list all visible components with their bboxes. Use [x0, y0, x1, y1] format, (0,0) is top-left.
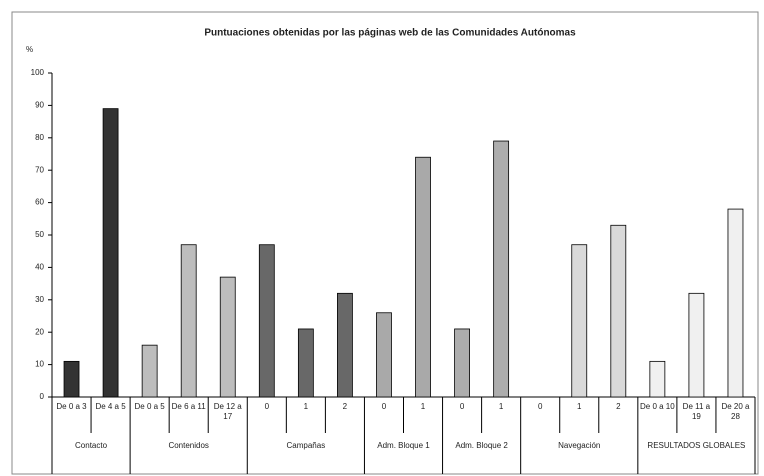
bar — [102, 108, 119, 398]
y-tick-label: 40 — [35, 263, 44, 272]
group-label-box: Adm. Bloque 1 — [377, 441, 430, 450]
x-tick-label: De 4 a 5 — [95, 402, 126, 411]
x-tick-label: De 0 a 10 — [640, 402, 675, 411]
x-tick-label: 0 — [381, 402, 387, 411]
bar — [454, 328, 470, 398]
x-tick-label-box: De 11 a 19 — [682, 402, 711, 421]
group-label-box: Contacto — [75, 441, 108, 450]
x-tick-label-box: 0 — [459, 402, 465, 411]
group-label-box: RESULTADOS GLOBALES — [647, 441, 746, 450]
bar — [415, 156, 431, 398]
bar — [727, 208, 744, 398]
x-tick-label-box: De 20 a 28 — [721, 402, 750, 421]
x-tick-label: De 0 a 3 — [56, 402, 87, 411]
group-label-box: Adm. Bloque 2 — [455, 441, 508, 450]
bar — [337, 292, 353, 398]
x-tick-label-box: 0 — [381, 402, 387, 411]
group-label: Campañas — [286, 441, 326, 450]
bar — [688, 292, 705, 398]
x-tick-label-box: 2 — [616, 402, 621, 411]
y-tick-label: 70 — [35, 165, 44, 174]
x-tick-label: 2 — [616, 402, 621, 411]
x-tick-label-box: De 4 a 5 — [95, 402, 126, 411]
x-tick-label-box: 0 — [264, 402, 270, 411]
x-tick-label: 2 — [342, 402, 348, 411]
group-label-box: Contenidos — [168, 441, 209, 450]
x-tick-label: De 6 a 11 — [171, 402, 206, 411]
x-tick-label: De 0 a 5 — [134, 402, 165, 411]
group-label: Navegación — [558, 441, 601, 450]
y-tick-label: 10 — [35, 360, 44, 369]
group-label: Adm. Bloque 1 — [377, 441, 430, 450]
x-tick-label: 0 — [537, 402, 543, 411]
chart-title: Puntuaciones obtenidas por las páginas w… — [204, 28, 576, 39]
bar — [297, 328, 314, 398]
x-tick-label: De 20 a 28 — [721, 402, 750, 421]
x-tick-label-box: 1 — [303, 402, 309, 411]
bar — [610, 224, 627, 398]
bar — [493, 140, 510, 398]
group-label: Contacto — [75, 441, 108, 450]
x-tick-label: 1 — [498, 402, 504, 411]
y-axis-label: % — [26, 45, 33, 54]
group-label-box: Campañas — [286, 441, 326, 450]
group-label: Contenidos — [168, 441, 209, 450]
x-tick-label-box: 1 — [498, 402, 504, 411]
x-tick-label: De 11 a 19 — [682, 402, 711, 421]
bar — [180, 244, 197, 398]
y-tick-label: 20 — [35, 327, 44, 336]
x-tick-label: 1 — [303, 402, 309, 411]
bar — [571, 244, 588, 398]
x-tick-label-box: De 0 a 10 — [640, 402, 675, 411]
x-tick-label: 1 — [577, 402, 582, 411]
x-tick-label-box: 2 — [342, 402, 348, 411]
y-tick-label: 0 — [40, 392, 45, 401]
x-tick-label: 1 — [420, 402, 426, 411]
group-label: Adm. Bloque 2 — [455, 441, 508, 450]
group-label-box: Navegación — [558, 441, 601, 450]
x-tick-label-box: 1 — [577, 402, 582, 411]
x-tick-label-box: 1 — [420, 402, 426, 411]
bar — [649, 360, 666, 398]
y-tick-label: 80 — [35, 133, 44, 142]
bar — [141, 344, 158, 398]
y-tick-label: 100 — [31, 68, 45, 77]
group-label: RESULTADOS GLOBALES — [647, 441, 746, 450]
x-tick-label: 0 — [459, 402, 465, 411]
x-tick-label: De 12 a 17 — [213, 402, 242, 421]
x-tick-label-box: De 0 a 3 — [56, 402, 87, 411]
x-tick-label-box: De 0 a 5 — [134, 402, 165, 411]
x-tick-label-box: De 6 a 11 — [171, 402, 206, 411]
y-tick-label: 60 — [35, 198, 44, 207]
bar — [376, 312, 392, 398]
bar — [63, 360, 80, 398]
y-tick-label: 90 — [35, 101, 44, 110]
bar — [258, 244, 275, 398]
x-tick-label-box: 0 — [537, 402, 543, 411]
y-tick-label: 30 — [35, 295, 44, 304]
x-tick-label-box: De 12 a 17 — [213, 402, 242, 421]
bar — [219, 276, 236, 398]
y-tick-label: 50 — [35, 230, 44, 239]
x-tick-label: 0 — [264, 402, 270, 411]
